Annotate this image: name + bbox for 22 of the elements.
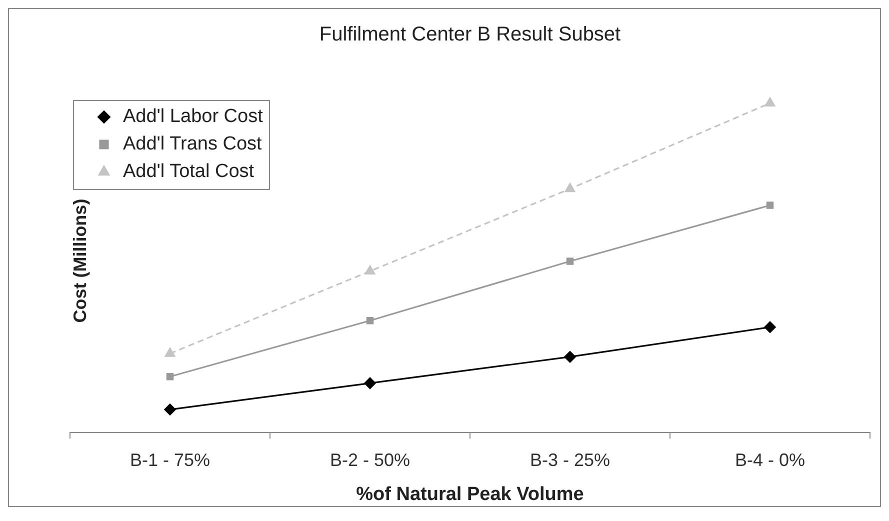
point — [764, 321, 776, 333]
chart-title: Fulfilment Center B Result Subset — [319, 24, 622, 46]
legend-label: Add'l Total Cost — [123, 161, 255, 182]
point — [366, 316, 374, 324]
point — [764, 97, 776, 106]
x-tick-label: B-1 - 75% — [130, 450, 210, 470]
point — [364, 265, 376, 274]
point — [766, 202, 774, 209]
point — [566, 258, 574, 265]
x-tick-label: B-4 - 0% — [734, 450, 806, 470]
legend-label: Add'l Labor Cost — [123, 106, 264, 128]
x-tick-label: B-2 - 50% — [330, 450, 410, 470]
point — [364, 377, 376, 389]
y-axis-title: Cost (Millions) — [70, 198, 90, 323]
point — [564, 351, 576, 363]
point — [164, 348, 176, 357]
x-axis-title: %of Natural Peak Volume — [356, 484, 584, 505]
point — [164, 404, 176, 416]
legend-label: Add'l Trans Cost — [123, 134, 263, 155]
point — [166, 372, 174, 380]
point — [564, 183, 576, 192]
x-tick-label: B-3 - 25% — [530, 450, 610, 470]
